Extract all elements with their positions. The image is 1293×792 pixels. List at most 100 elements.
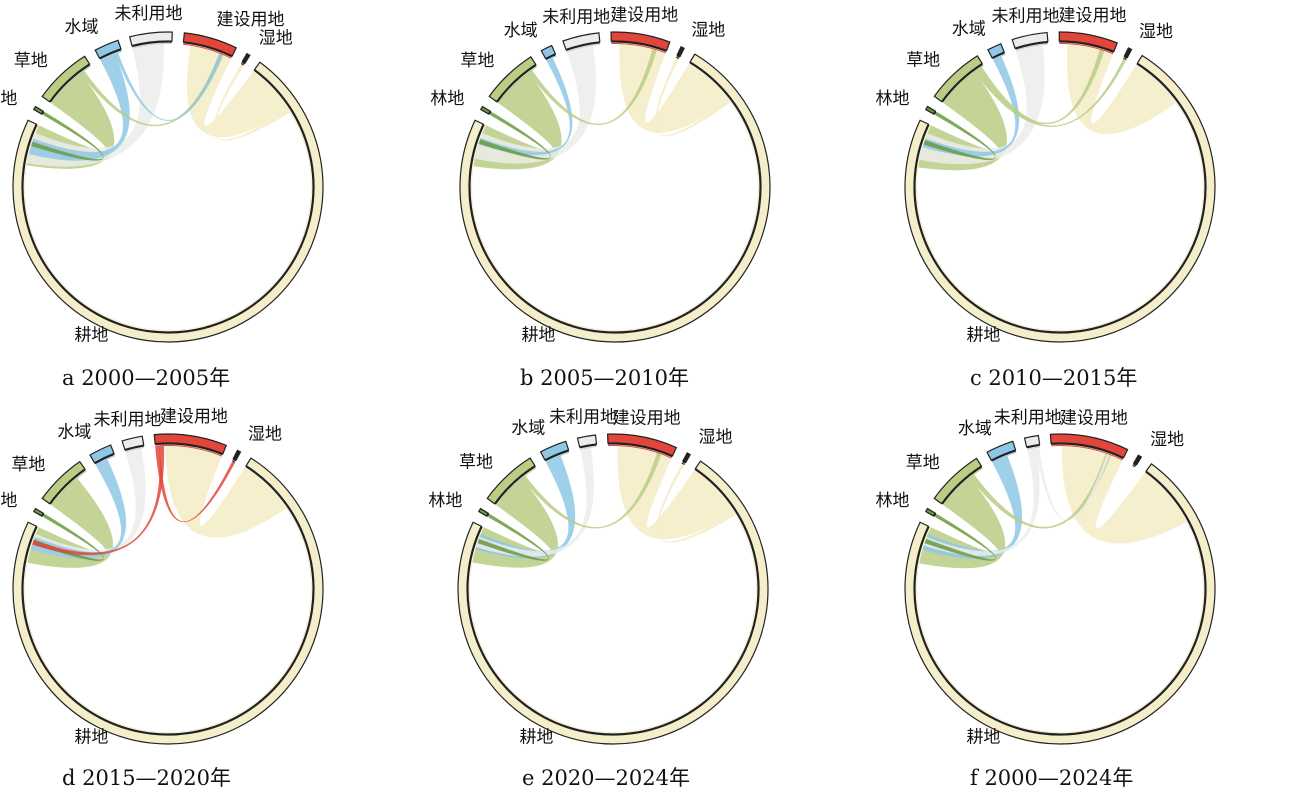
group-arc-water (540, 44, 557, 60)
group-arc-wetland (1132, 454, 1143, 466)
panel-c-caption: c 2010—2015年 (970, 366, 1138, 390)
chord-layer (918, 445, 1187, 569)
label-wetland: 湿地 (699, 427, 733, 447)
group-rim-water (545, 53, 556, 60)
group-inner-unused-land (125, 447, 145, 453)
group-rim-forest (933, 111, 937, 115)
group-arc-forest (32, 507, 45, 517)
label-cropland: 耕地 (74, 727, 108, 747)
group-arc-water (94, 39, 122, 59)
group-arc-cropland (12, 61, 324, 343)
group-rim-water (544, 450, 570, 462)
chord-cropland-to-construction-land (1066, 43, 1177, 135)
group-arc-unused-land (1011, 31, 1049, 49)
group-arc-grassland (486, 457, 536, 505)
group-rim-unused-land (1015, 41, 1048, 50)
group-rim-grassland (941, 466, 983, 505)
group-rim-construction-land (1059, 41, 1114, 53)
group-rim-wetland (241, 61, 245, 65)
group-inner-forest (43, 514, 46, 518)
group-arc-forest (479, 105, 492, 115)
group-rim-forest (41, 111, 45, 115)
panel-b-caption: b 2005—2010年 (520, 366, 690, 390)
group-rim-wetland (682, 461, 686, 464)
group-inner-water (545, 451, 570, 463)
label-water: 水域 (64, 17, 98, 37)
group-rim-unused-land (579, 444, 597, 449)
chord-water-to-cropland (30, 459, 127, 559)
group-inner-construction-land (607, 445, 672, 459)
label-cropland: 耕地 (966, 727, 1000, 747)
group-arc-construction-land (1049, 433, 1129, 459)
group-rim-grassland (494, 465, 536, 505)
label-grassland: 草地 (906, 50, 940, 70)
group-arc-water (986, 440, 1017, 462)
chord-layer (472, 445, 736, 568)
group-arc-forest (32, 105, 45, 115)
chord-unused-land-to-cropland (474, 45, 597, 164)
group-arc-water (987, 42, 1006, 59)
chord-layer (918, 43, 1177, 171)
panel-d-caption: d 2015—2020年 (62, 766, 232, 790)
label-wetland: 湿地 (248, 424, 282, 444)
group-rim-unused-land (131, 41, 172, 48)
group-inner-unused-land (566, 43, 601, 53)
group-inner-forest (490, 112, 493, 116)
group-arc-grassland (41, 55, 91, 103)
group-rim-construction-land (607, 443, 673, 458)
chord-layer (26, 43, 291, 169)
label-unused-land: 未利用地 (549, 408, 617, 428)
label-grassland: 草地 (906, 453, 940, 473)
chord-cropland-to-construction-land (165, 445, 287, 538)
label-water: 水域 (57, 423, 91, 443)
label-forest: 林地 (428, 491, 462, 511)
label-construction-land: 建设用地 (160, 407, 228, 427)
group-inner-forest (488, 514, 491, 518)
group-inner-wetland (675, 56, 680, 60)
group-arc-grassland (488, 56, 537, 103)
label-cropland: 耕地 (519, 727, 553, 747)
group-rim-forest (488, 111, 492, 115)
group-inner-water (100, 50, 122, 61)
group-rim-water (99, 48, 122, 60)
group-arc-construction-land (1058, 31, 1119, 53)
label-forest: 林地 (875, 89, 909, 109)
group-rim-grassland (49, 64, 91, 103)
group-rim-grassland (49, 469, 86, 505)
group-rim-wetland (676, 55, 681, 58)
label-unused-land: 未利用地 (115, 4, 183, 24)
group-arc-water (89, 444, 115, 464)
label-unused-land: 未利用地 (994, 408, 1062, 428)
chord-layer (473, 43, 731, 170)
chord-cropland-to-wetland (654, 57, 731, 137)
label-water: 水域 (952, 20, 986, 40)
label-unused-land: 未利用地 (93, 410, 161, 430)
group-arc-construction-land (606, 433, 678, 457)
group-arc-wetland (682, 452, 692, 464)
group-arc-construction-land (182, 32, 238, 57)
group-rim-grassland (496, 64, 537, 103)
label-construction-land: 建设用地 (1060, 408, 1128, 428)
group-arc-cropland (904, 463, 1216, 745)
group-inner-wetland (1132, 464, 1136, 468)
chord-water-to-cropland (922, 455, 1023, 559)
group-arc-unused-land (562, 32, 601, 51)
label-water: 水域 (504, 21, 538, 41)
group-inner-water (992, 451, 1017, 463)
group-arc-cropland (459, 53, 771, 343)
group-arc-unused-land (121, 435, 145, 451)
group-rim-unused-land (124, 445, 144, 452)
label-forest: 林地 (875, 491, 909, 511)
group-rim-construction-land (183, 42, 233, 58)
group-rim-construction-land (1051, 443, 1124, 460)
panel-a-caption: a 2000—2005年 (62, 366, 231, 390)
group-inner-forest (43, 112, 46, 116)
label-unused-land: 未利用地 (542, 7, 610, 27)
group-rim-construction-land (611, 41, 667, 52)
label-grassland: 草地 (14, 51, 48, 71)
group-arc-forest (924, 105, 937, 115)
